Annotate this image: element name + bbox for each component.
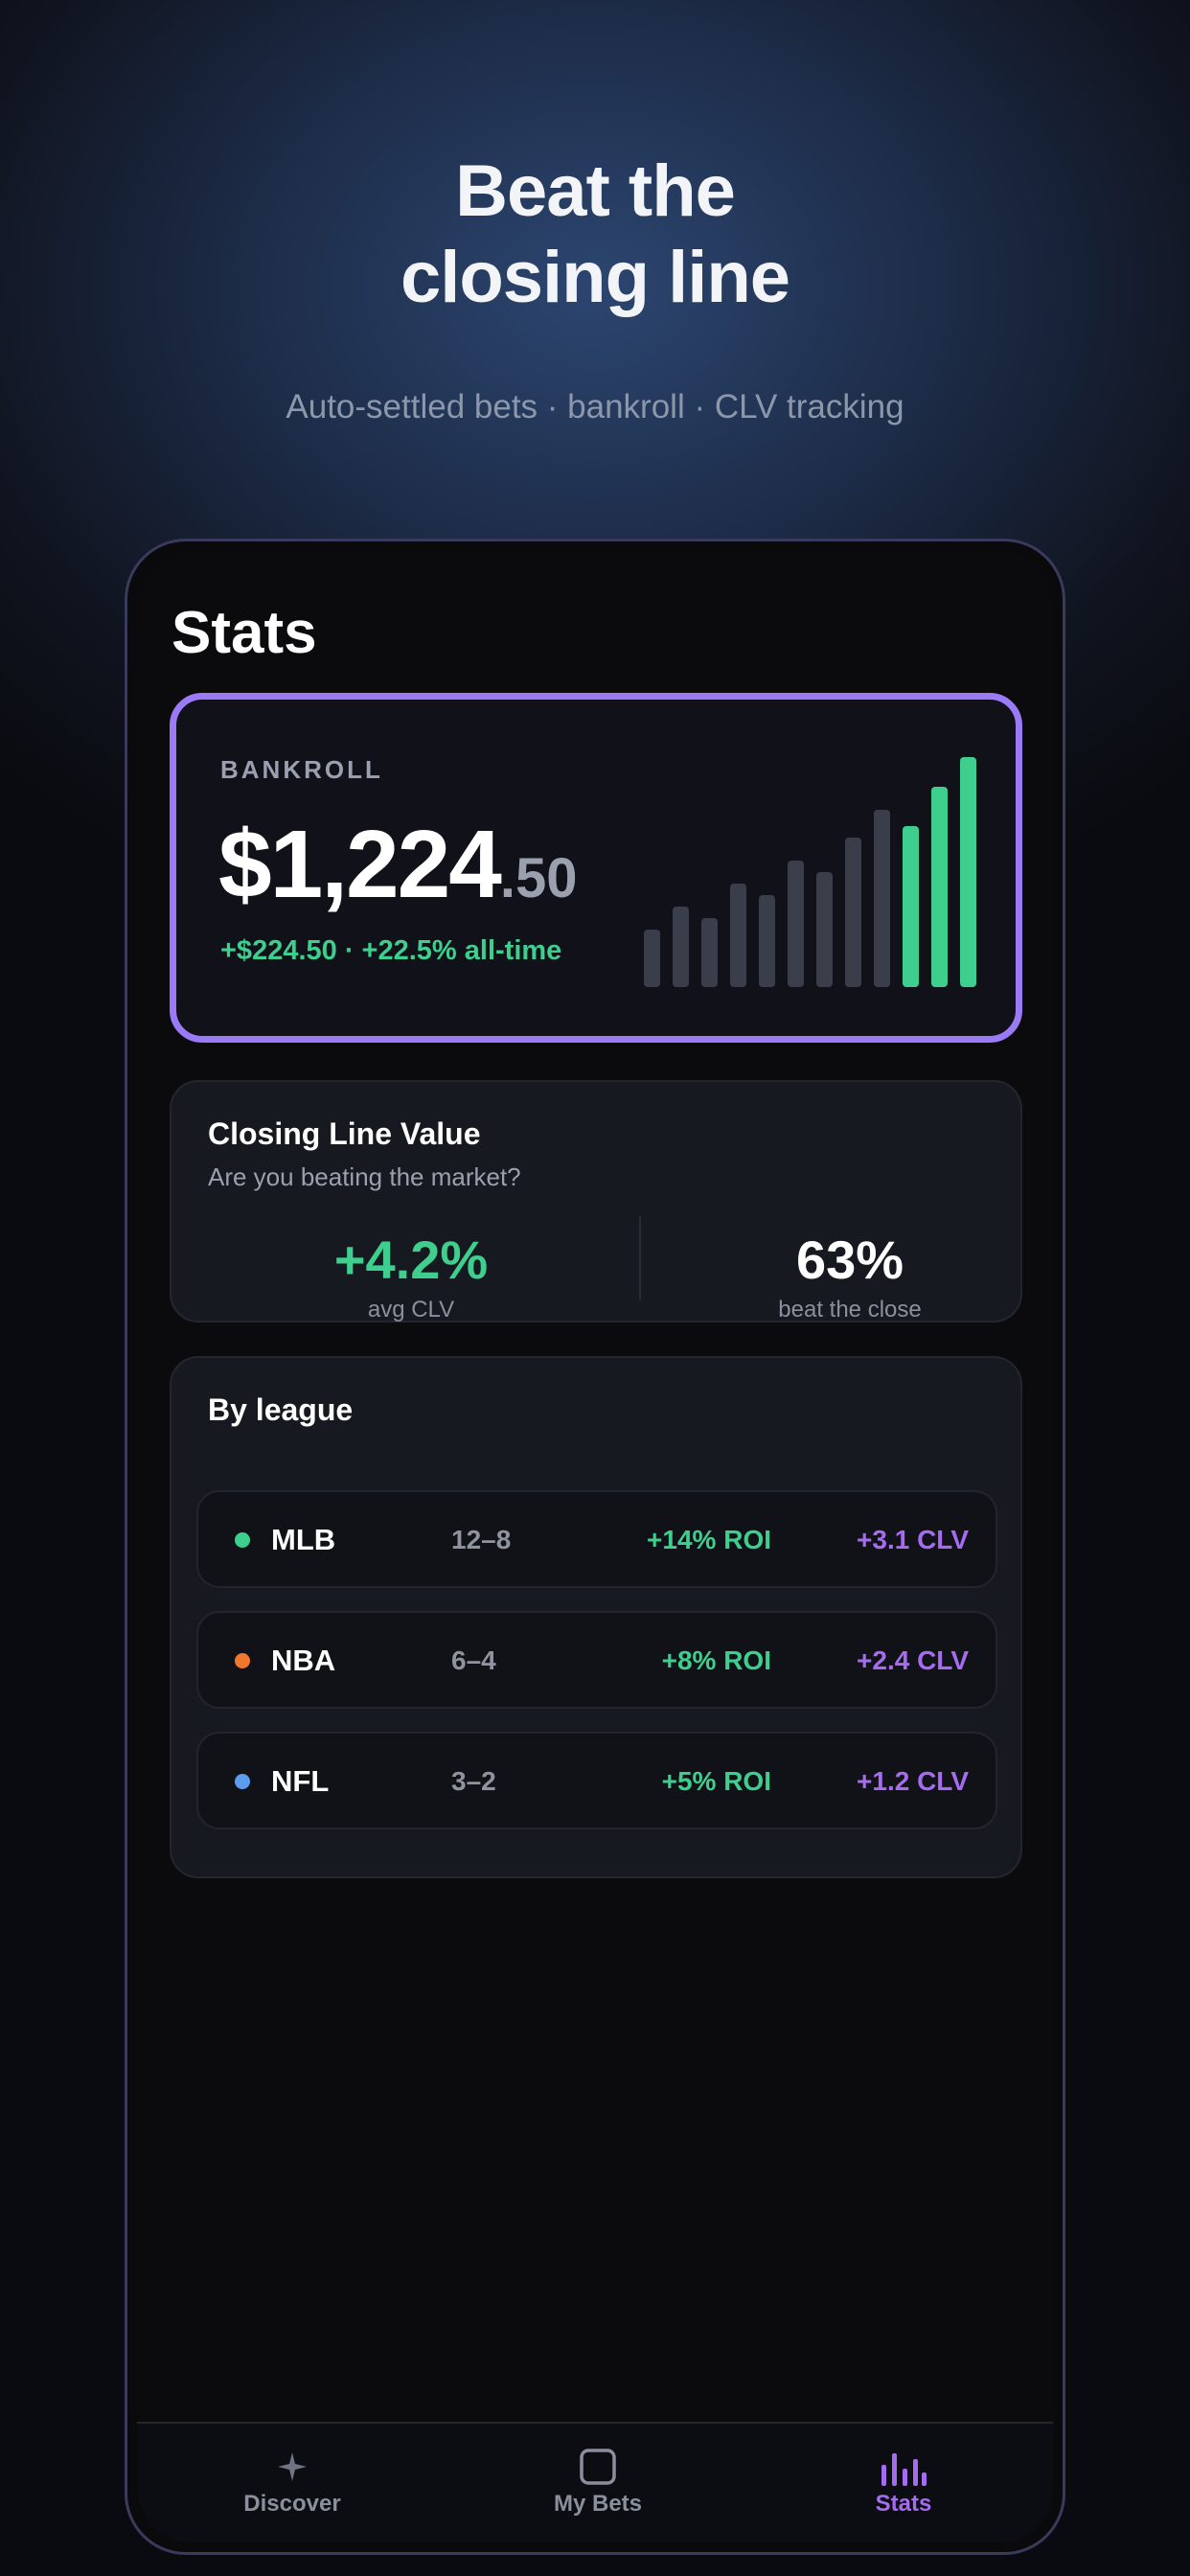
league-record: 3–2 (451, 1766, 496, 1796)
clv-subtitle: Are you beating the market? (208, 1162, 521, 1191)
avg-clv-label: avg CLV (367, 1297, 455, 1322)
hero-title-line2: closing line (400, 237, 790, 318)
league-clv: +3.1 CLV (857, 1525, 969, 1554)
league-name: NFL (271, 1764, 330, 1798)
clv-title: Closing Line Value (208, 1116, 481, 1151)
bankroll-amount-main: $1,224 (218, 811, 502, 918)
sparkline-bar (788, 861, 804, 987)
hero-title: Beat the closing line (0, 149, 1190, 321)
tab-bar: Discover My Bets Stats (137, 2422, 1053, 2542)
sparkline-bar (931, 787, 948, 987)
sparkline-bar (903, 826, 919, 987)
league-dot-nba (235, 1653, 250, 1668)
league-dot-mlb (235, 1532, 250, 1548)
sparkline-bar (673, 907, 689, 987)
tab-stats[interactable]: Stats (798, 2445, 1009, 2518)
league-roi: +5% ROI (661, 1766, 771, 1796)
sparkline-bar (644, 930, 660, 987)
league-dot-nfl (235, 1774, 250, 1789)
page-title: Stats (172, 600, 317, 666)
tab-my-bets[interactable]: My Bets (492, 2445, 703, 2518)
bankroll-sparkline (644, 757, 979, 987)
league-row-nfl[interactable]: NFL 3–2 +5% ROI +1.2 CLV (196, 1732, 997, 1829)
league-record: 6–4 (451, 1645, 496, 1675)
avg-clv-value: +4.2% (333, 1230, 489, 1290)
clv-card[interactable]: Closing Line Value Are you beating the m… (170, 1080, 1022, 1322)
bankroll-change: +$224.50 · +22.5% all-time (220, 935, 562, 966)
league-card: By league MLB 12–8 +14% ROI +3.1 CLV NBA… (170, 1356, 1022, 1878)
bankroll-amount: $1,224.50 (218, 810, 578, 920)
league-name: MLB (271, 1523, 336, 1556)
hero-title-line1: Beat the (455, 150, 736, 232)
league-clv: +2.4 CLV (857, 1645, 969, 1675)
league-title: By league (208, 1392, 354, 1427)
beat-close-value: 63% (795, 1230, 904, 1290)
bar-chart-icon (798, 2445, 1009, 2489)
league-roi: +14% ROI (647, 1525, 771, 1554)
beat-close-stat: 63% beat the close (639, 1231, 1053, 1323)
square-icon (492, 2445, 703, 2489)
league-record: 12–8 (451, 1525, 512, 1554)
avg-clv-stat: +4.2% avg CLV (200, 1231, 622, 1323)
league-row-mlb[interactable]: MLB 12–8 +14% ROI +3.1 CLV (196, 1490, 997, 1588)
league-name: NBA (271, 1644, 336, 1677)
phone-screen: Stats BANKROLL $1,224.50 +$224.50 · +22.… (137, 551, 1053, 2542)
sparkline-bar (816, 872, 833, 987)
beat-close-label: beat the close (778, 1297, 922, 1322)
sparkline-bar (701, 918, 718, 987)
sparkline-bar (874, 810, 890, 987)
hero-subtitle: Auto-settled bets · bankroll · CLV track… (286, 388, 904, 426)
bankroll-label: BANKROLL (220, 755, 383, 784)
clv-divider (639, 1216, 641, 1300)
sparkline-bar (730, 884, 746, 987)
league-clv: +1.2 CLV (857, 1766, 969, 1796)
league-roi: +8% ROI (661, 1645, 771, 1675)
tab-label: Discover (243, 2491, 341, 2517)
phone-frame: Stats BANKROLL $1,224.50 +$224.50 · +22.… (125, 539, 1065, 2555)
tab-label: My Bets (553, 2491, 643, 2517)
tab-discover[interactable]: Discover (187, 2445, 398, 2518)
bankroll-card[interactable]: BANKROLL $1,224.50 +$224.50 · +22.5% all… (170, 693, 1022, 1043)
bankroll-amount-cents: .50 (499, 847, 578, 909)
sparkline-bar (960, 757, 976, 987)
tab-label: Stats (875, 2491, 932, 2517)
sparkline-bar (845, 838, 861, 987)
sparkline-bar (759, 895, 775, 987)
league-row-nba[interactable]: NBA 6–4 +8% ROI +2.4 CLV (196, 1611, 997, 1709)
sparkle-icon (187, 2445, 398, 2489)
